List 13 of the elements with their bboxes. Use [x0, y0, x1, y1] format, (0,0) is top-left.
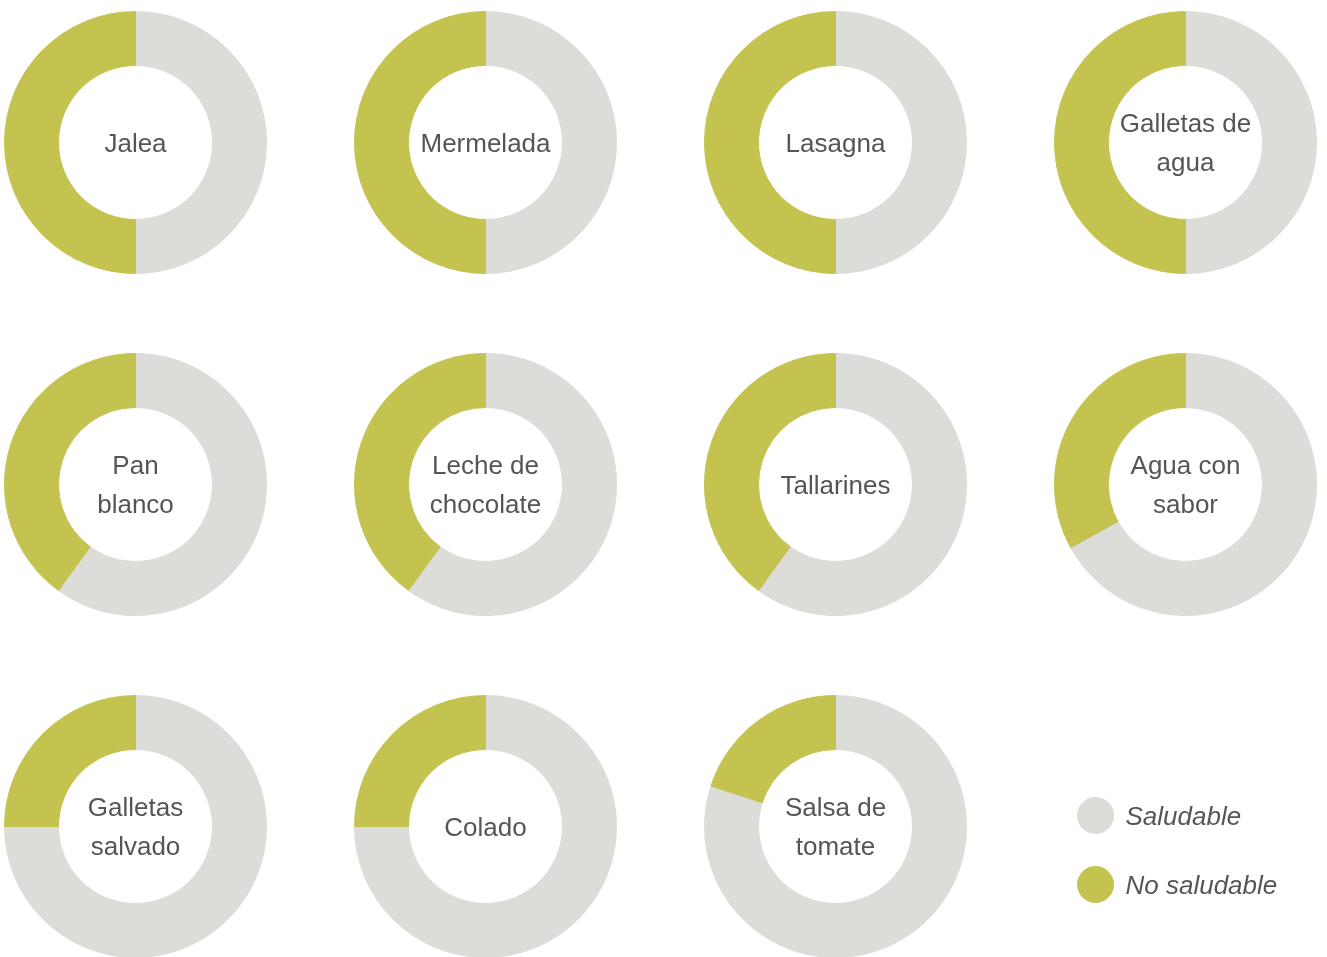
slice-label: Colado: [444, 811, 527, 842]
slice-label: Mermelada: [420, 127, 552, 158]
legend-label: Saludable: [1125, 800, 1242, 831]
slice-label: Agua con sabor: [1130, 450, 1241, 519]
slice-label: Jalea: [104, 127, 168, 158]
slice-label: Galletas salvado: [87, 792, 184, 861]
slice-label: Pan blanco: [97, 450, 174, 519]
slice-label: Salsa de tomate: [784, 792, 887, 861]
slice-label: Leche de chocolate: [429, 450, 542, 519]
slice-label: Lasagna: [785, 127, 886, 158]
slice-label: Tallarines: [780, 469, 891, 500]
legend-label: No saludable: [1125, 869, 1278, 900]
slice-label: Galletas de agua: [1119, 108, 1252, 177]
